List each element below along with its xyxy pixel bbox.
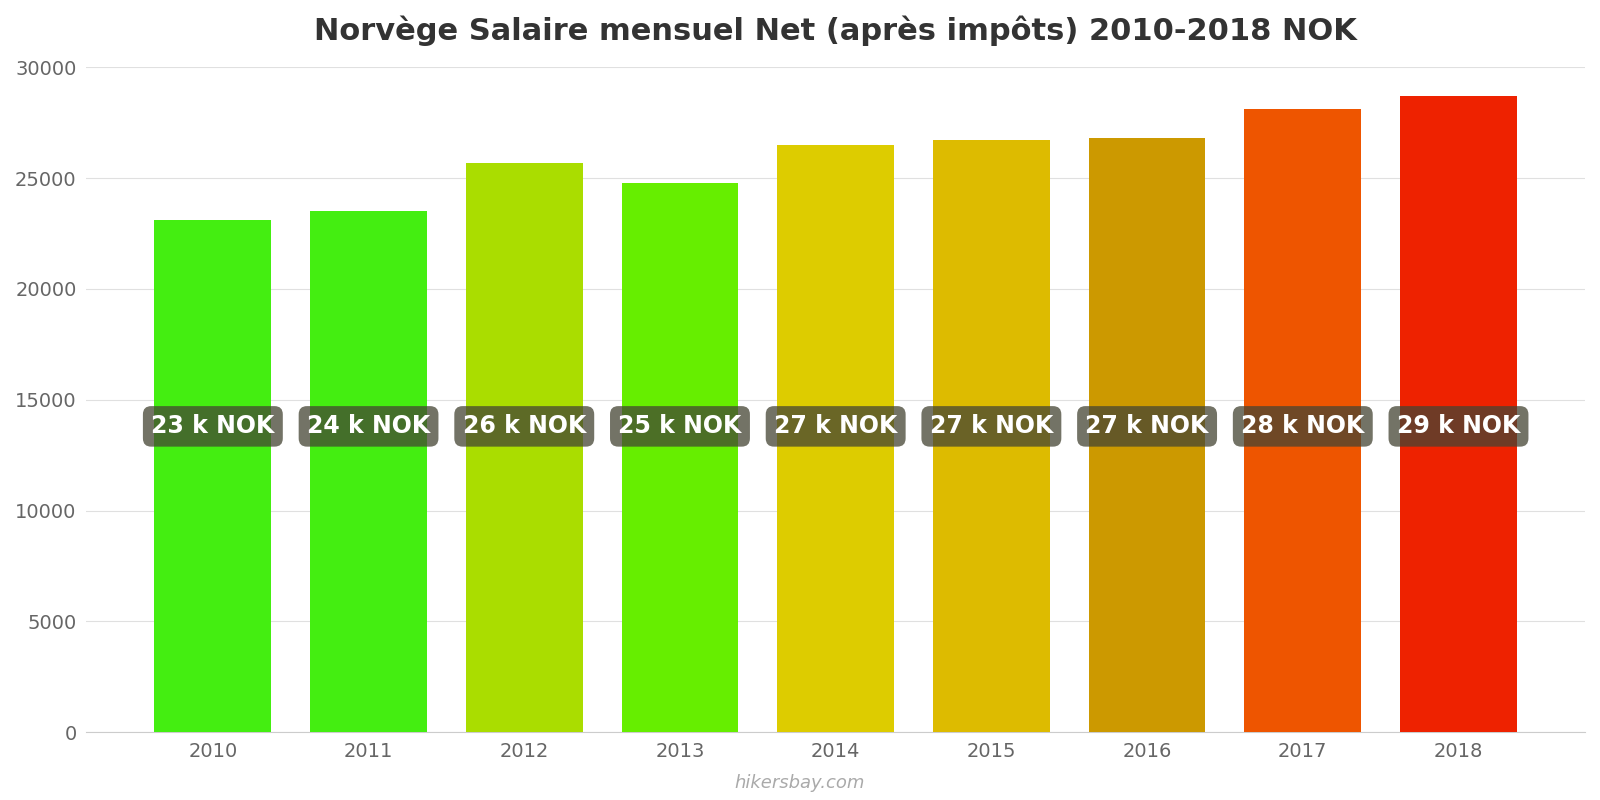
- Text: 25 k NOK: 25 k NOK: [618, 414, 742, 438]
- Text: hikersbay.com: hikersbay.com: [734, 774, 866, 792]
- Text: 24 k NOK: 24 k NOK: [307, 414, 430, 438]
- Text: 28 k NOK: 28 k NOK: [1242, 414, 1365, 438]
- Text: 26 k NOK: 26 k NOK: [462, 414, 586, 438]
- Bar: [1088, 138, 1205, 732]
- Text: 27 k NOK: 27 k NOK: [774, 414, 898, 438]
- Text: 29 k NOK: 29 k NOK: [1397, 414, 1520, 438]
- Text: 23 k NOK: 23 k NOK: [150, 414, 275, 438]
- Bar: [1245, 110, 1362, 732]
- Title: Norvège Salaire mensuel Net (après impôts) 2010-2018 NOK: Norvège Salaire mensuel Net (après impôt…: [314, 15, 1357, 46]
- Bar: [155, 220, 272, 732]
- Bar: [310, 211, 427, 732]
- Bar: [621, 182, 738, 732]
- Bar: [933, 141, 1050, 732]
- Bar: [466, 162, 582, 732]
- Bar: [778, 145, 894, 732]
- Text: 27 k NOK: 27 k NOK: [930, 414, 1053, 438]
- Bar: [1400, 96, 1517, 732]
- Text: 27 k NOK: 27 k NOK: [1085, 414, 1208, 438]
